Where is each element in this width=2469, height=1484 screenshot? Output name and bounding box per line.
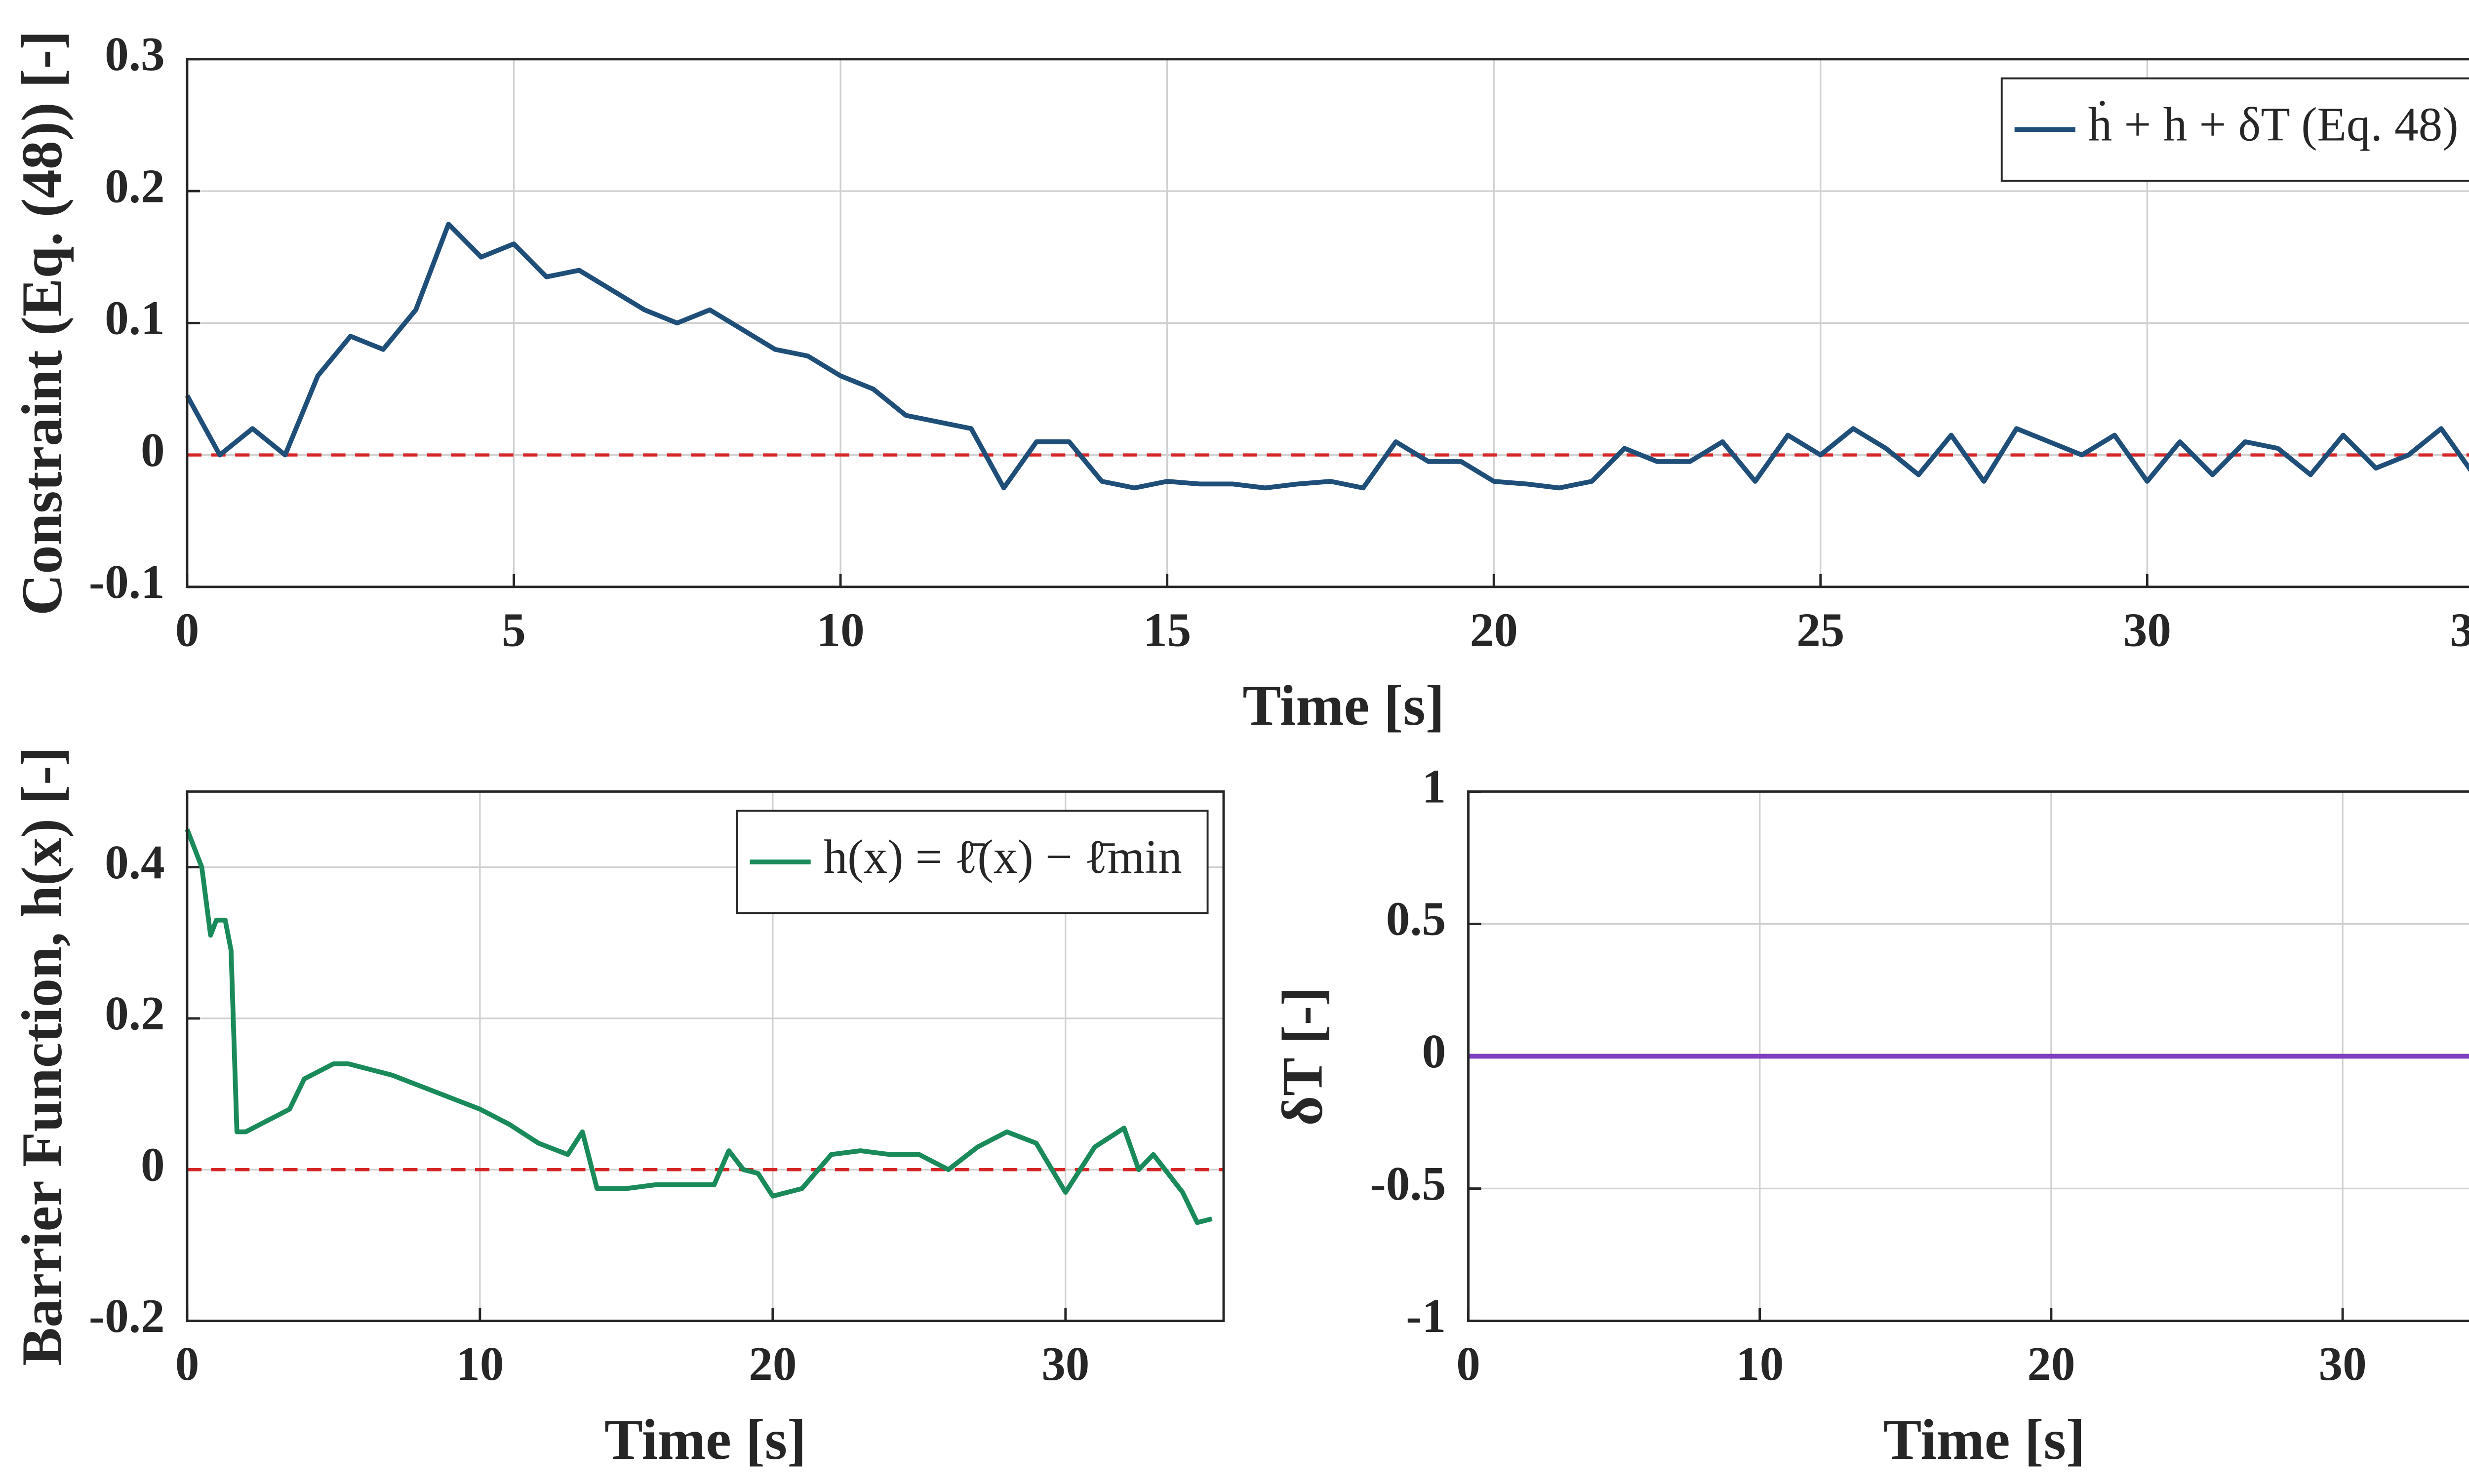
y-tick-label: -1	[1406, 1289, 1446, 1343]
axes-frame	[186, 58, 2469, 588]
y-tick-label: 0	[141, 1138, 165, 1192]
y-axis-label: Constraint (Eq. (48)) [-]	[10, 31, 74, 616]
legend: h(x) = ℓ̄(x) − ℓ̄min	[736, 810, 1209, 914]
y-tick-label: 0.5	[1386, 893, 1446, 946]
x-tick-label: 30	[2319, 1337, 2367, 1391]
legend: ḣ + h + δT (Eq. 48)	[2000, 77, 2469, 182]
data-line	[185, 828, 1213, 1225]
x-tick-label: 10	[817, 603, 865, 657]
x-axis-label: Time [s]	[1883, 1408, 2085, 1472]
x-tick-label: 10	[456, 1337, 504, 1391]
data-line	[185, 222, 2469, 491]
x-tick-label: 10	[1736, 1337, 1784, 1391]
y-axis-label: Barrier Function, h(x) [-]	[10, 746, 74, 1366]
x-tick-label: 0	[175, 603, 199, 657]
y-tick-label: 0.3	[105, 28, 164, 81]
y-tick-label: 0.2	[105, 987, 164, 1040]
axes-frame	[186, 790, 1225, 1323]
y-tick-label: -0.5	[1370, 1157, 1446, 1211]
y-tick-label: 0	[1422, 1025, 1446, 1078]
legend-label: ḣ + h + δT (Eq. 48)	[2088, 98, 2459, 152]
x-tick-label: 20	[2027, 1337, 2075, 1391]
x-tick-label: 30	[2123, 603, 2171, 657]
y-tick-label: 0.2	[105, 159, 164, 213]
y-tick-label: -0.2	[89, 1289, 165, 1343]
y-tick-label: 0.1	[105, 292, 164, 345]
x-tick-label: 20	[1470, 603, 1518, 657]
x-tick-label: 5	[502, 603, 526, 657]
x-tick-label: 0	[175, 1337, 199, 1391]
legend-box	[736, 810, 1209, 914]
legend-label: h(x) = ℓ̄(x) − ℓ̄min	[824, 830, 1182, 884]
legend-box	[2000, 77, 2469, 182]
y-axis-label: δT [-]	[1271, 987, 1334, 1126]
y-tick-label: -0.1	[89, 555, 165, 609]
x-axis-label: Time [s]	[1242, 674, 1444, 738]
x-tick-label: 0	[1456, 1337, 1480, 1391]
x-tick-label: 25	[1796, 603, 1844, 657]
x-tick-label: 35	[2450, 603, 2469, 657]
x-axis-label: Time [s]	[604, 1408, 806, 1472]
x-tick-label: 20	[749, 1337, 796, 1391]
x-tick-label: 30	[1041, 1337, 1089, 1391]
y-tick-label: 1	[1422, 760, 1446, 814]
y-tick-label: 0	[141, 424, 165, 477]
y-tick-label: 0.4	[105, 836, 164, 889]
axes-frame	[1467, 790, 2469, 1323]
x-tick-label: 15	[1143, 603, 1191, 657]
